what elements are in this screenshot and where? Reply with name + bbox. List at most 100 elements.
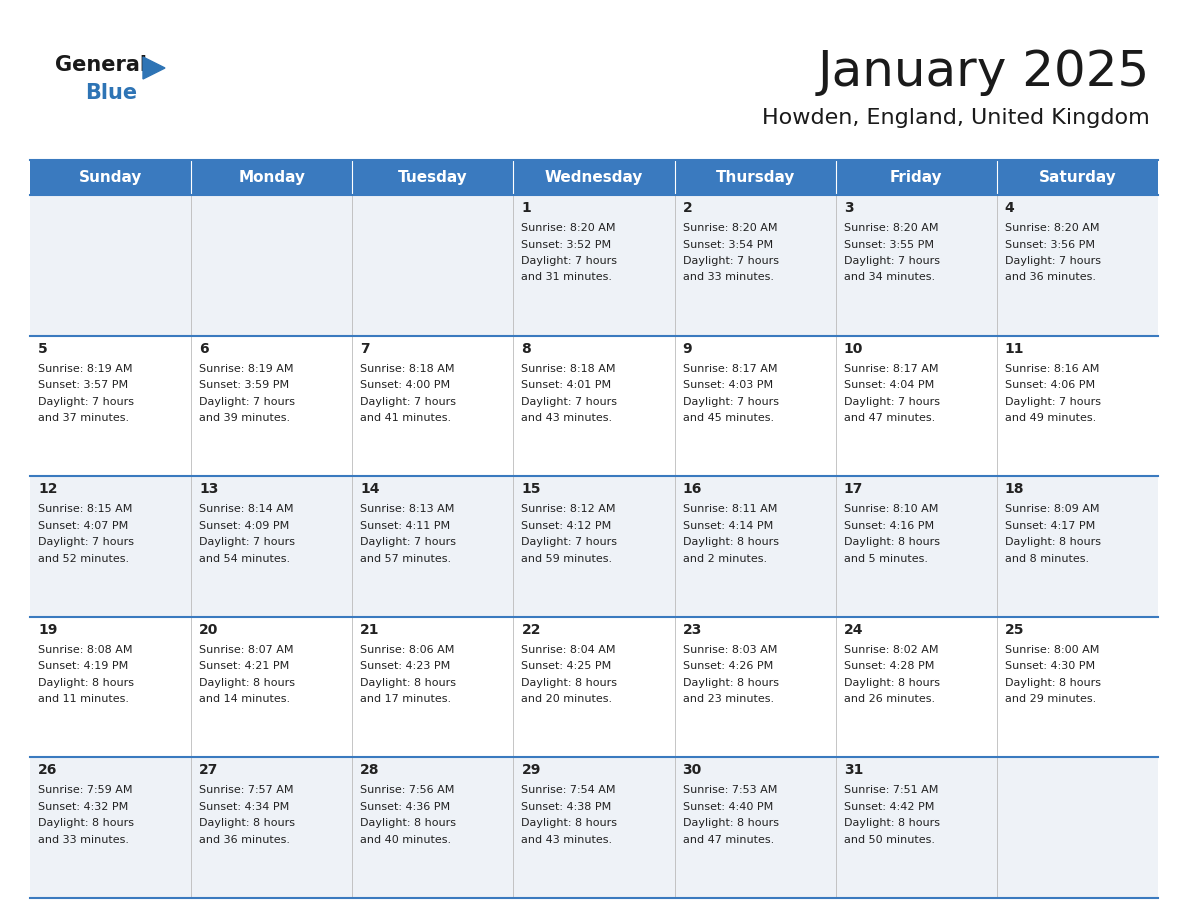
Text: and 37 minutes.: and 37 minutes. xyxy=(38,413,129,423)
Text: and 40 minutes.: and 40 minutes. xyxy=(360,834,451,845)
Text: Sunset: 4:28 PM: Sunset: 4:28 PM xyxy=(843,661,934,671)
Text: Sunset: 4:16 PM: Sunset: 4:16 PM xyxy=(843,521,934,531)
Text: Daylight: 7 hours: Daylight: 7 hours xyxy=(683,256,778,266)
Text: Sunrise: 7:51 AM: Sunrise: 7:51 AM xyxy=(843,786,939,795)
Text: Sunset: 4:38 PM: Sunset: 4:38 PM xyxy=(522,802,612,812)
Text: Sunrise: 8:20 AM: Sunrise: 8:20 AM xyxy=(1005,223,1099,233)
Text: January 2025: January 2025 xyxy=(817,48,1150,96)
Bar xyxy=(30,160,191,195)
Text: Daylight: 7 hours: Daylight: 7 hours xyxy=(522,397,618,407)
Text: 4: 4 xyxy=(1005,201,1015,215)
Text: Monday: Monday xyxy=(239,170,305,185)
Text: and 43 minutes.: and 43 minutes. xyxy=(522,834,613,845)
Text: 23: 23 xyxy=(683,622,702,637)
Text: and 47 minutes.: and 47 minutes. xyxy=(683,834,773,845)
Bar xyxy=(30,617,1158,757)
Text: Daylight: 7 hours: Daylight: 7 hours xyxy=(200,537,295,547)
Text: Sunrise: 8:11 AM: Sunrise: 8:11 AM xyxy=(683,504,777,514)
Text: 17: 17 xyxy=(843,482,864,497)
Text: Sunset: 3:59 PM: Sunset: 3:59 PM xyxy=(200,380,289,390)
Text: 1: 1 xyxy=(522,201,531,215)
Text: Daylight: 7 hours: Daylight: 7 hours xyxy=(38,537,134,547)
Text: Daylight: 7 hours: Daylight: 7 hours xyxy=(522,537,618,547)
Text: and 2 minutes.: and 2 minutes. xyxy=(683,554,766,564)
Text: and 39 minutes.: and 39 minutes. xyxy=(200,413,290,423)
Text: 7: 7 xyxy=(360,341,369,355)
Text: Sunrise: 8:14 AM: Sunrise: 8:14 AM xyxy=(200,504,293,514)
Text: Daylight: 8 hours: Daylight: 8 hours xyxy=(1005,537,1101,547)
Text: Howden, England, United Kingdom: Howden, England, United Kingdom xyxy=(763,108,1150,128)
Text: Sunset: 4:17 PM: Sunset: 4:17 PM xyxy=(1005,521,1095,531)
Bar xyxy=(30,195,1158,336)
Text: 18: 18 xyxy=(1005,482,1024,497)
Text: Sunset: 4:19 PM: Sunset: 4:19 PM xyxy=(38,661,128,671)
Text: and 41 minutes.: and 41 minutes. xyxy=(360,413,451,423)
Text: Sunset: 4:01 PM: Sunset: 4:01 PM xyxy=(522,380,612,390)
Bar xyxy=(835,160,997,195)
Text: and 5 minutes.: and 5 minutes. xyxy=(843,554,928,564)
Text: and 17 minutes.: and 17 minutes. xyxy=(360,694,451,704)
Text: 31: 31 xyxy=(843,764,864,778)
Text: and 54 minutes.: and 54 minutes. xyxy=(200,554,290,564)
Text: Friday: Friday xyxy=(890,170,942,185)
Text: Sunrise: 8:17 AM: Sunrise: 8:17 AM xyxy=(683,364,777,374)
Text: 21: 21 xyxy=(360,622,380,637)
Text: Daylight: 7 hours: Daylight: 7 hours xyxy=(843,397,940,407)
Text: 27: 27 xyxy=(200,764,219,778)
Text: Daylight: 8 hours: Daylight: 8 hours xyxy=(683,537,778,547)
Text: Sunset: 4:23 PM: Sunset: 4:23 PM xyxy=(360,661,450,671)
Text: Sunrise: 7:59 AM: Sunrise: 7:59 AM xyxy=(38,786,133,795)
Bar xyxy=(513,160,675,195)
Text: Daylight: 8 hours: Daylight: 8 hours xyxy=(200,677,295,688)
Text: Sunset: 4:14 PM: Sunset: 4:14 PM xyxy=(683,521,773,531)
Text: Sunrise: 8:08 AM: Sunrise: 8:08 AM xyxy=(38,644,133,655)
Text: Daylight: 8 hours: Daylight: 8 hours xyxy=(38,677,134,688)
Text: 13: 13 xyxy=(200,482,219,497)
Text: Sunrise: 8:13 AM: Sunrise: 8:13 AM xyxy=(360,504,455,514)
Text: 11: 11 xyxy=(1005,341,1024,355)
Text: 24: 24 xyxy=(843,622,864,637)
Text: Sunrise: 8:16 AM: Sunrise: 8:16 AM xyxy=(1005,364,1099,374)
Text: Blue: Blue xyxy=(86,83,137,103)
Bar xyxy=(675,160,835,195)
Text: Sunset: 4:21 PM: Sunset: 4:21 PM xyxy=(200,661,290,671)
Text: Sunrise: 7:53 AM: Sunrise: 7:53 AM xyxy=(683,786,777,795)
Text: Daylight: 8 hours: Daylight: 8 hours xyxy=(843,537,940,547)
Text: Sunrise: 8:09 AM: Sunrise: 8:09 AM xyxy=(1005,504,1099,514)
Text: Sunset: 4:25 PM: Sunset: 4:25 PM xyxy=(522,661,612,671)
Text: Daylight: 8 hours: Daylight: 8 hours xyxy=(522,819,618,828)
Text: 20: 20 xyxy=(200,622,219,637)
Text: Daylight: 7 hours: Daylight: 7 hours xyxy=(522,256,618,266)
Text: Sunset: 4:09 PM: Sunset: 4:09 PM xyxy=(200,521,290,531)
Text: Daylight: 7 hours: Daylight: 7 hours xyxy=(683,397,778,407)
Text: Sunrise: 8:06 AM: Sunrise: 8:06 AM xyxy=(360,644,455,655)
Text: Sunrise: 8:18 AM: Sunrise: 8:18 AM xyxy=(522,364,615,374)
Text: Sunrise: 7:54 AM: Sunrise: 7:54 AM xyxy=(522,786,615,795)
Text: and 23 minutes.: and 23 minutes. xyxy=(683,694,773,704)
Text: Daylight: 8 hours: Daylight: 8 hours xyxy=(843,677,940,688)
Text: Sunset: 3:57 PM: Sunset: 3:57 PM xyxy=(38,380,128,390)
Text: 5: 5 xyxy=(38,341,48,355)
Text: Sunset: 4:11 PM: Sunset: 4:11 PM xyxy=(360,521,450,531)
Text: and 34 minutes.: and 34 minutes. xyxy=(843,273,935,283)
Text: 19: 19 xyxy=(38,622,57,637)
Text: Wednesday: Wednesday xyxy=(545,170,643,185)
Text: Sunset: 3:52 PM: Sunset: 3:52 PM xyxy=(522,240,612,250)
Text: Daylight: 8 hours: Daylight: 8 hours xyxy=(1005,677,1101,688)
Bar xyxy=(30,757,1158,898)
Text: Sunrise: 8:20 AM: Sunrise: 8:20 AM xyxy=(522,223,615,233)
Text: 2: 2 xyxy=(683,201,693,215)
Text: and 8 minutes.: and 8 minutes. xyxy=(1005,554,1089,564)
Text: Sunset: 4:36 PM: Sunset: 4:36 PM xyxy=(360,802,450,812)
Text: Sunrise: 8:00 AM: Sunrise: 8:00 AM xyxy=(1005,644,1099,655)
Text: Sunset: 4:06 PM: Sunset: 4:06 PM xyxy=(1005,380,1095,390)
Text: Sunset: 4:00 PM: Sunset: 4:00 PM xyxy=(360,380,450,390)
Text: Sunrise: 8:19 AM: Sunrise: 8:19 AM xyxy=(200,364,293,374)
Bar xyxy=(191,160,353,195)
Text: Sunrise: 8:19 AM: Sunrise: 8:19 AM xyxy=(38,364,133,374)
Text: 16: 16 xyxy=(683,482,702,497)
Text: and 36 minutes.: and 36 minutes. xyxy=(1005,273,1095,283)
Text: Sunrise: 8:10 AM: Sunrise: 8:10 AM xyxy=(843,504,939,514)
Text: 10: 10 xyxy=(843,341,864,355)
Text: Daylight: 7 hours: Daylight: 7 hours xyxy=(843,256,940,266)
